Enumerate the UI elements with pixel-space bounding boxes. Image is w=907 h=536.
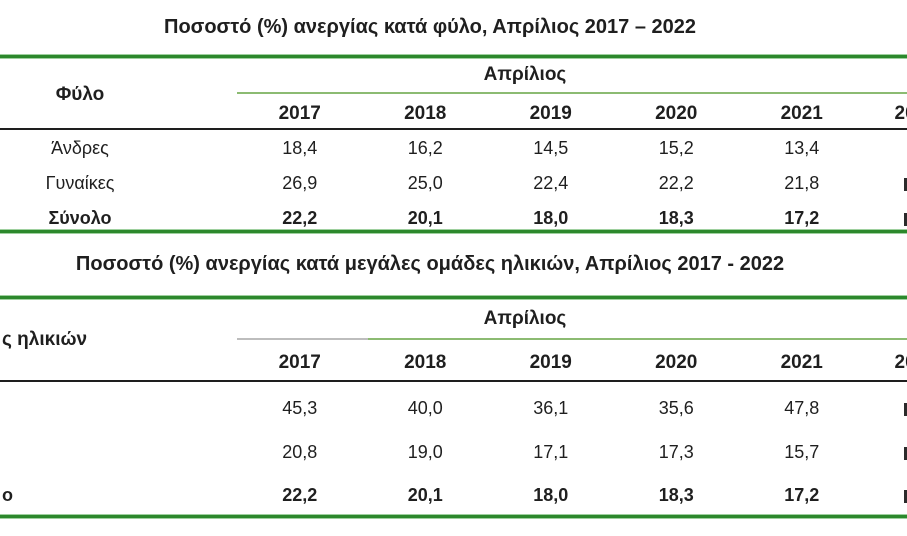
table2-year-2022-clipped: 2022 <box>894 352 907 373</box>
value-cell: 19,0 <box>407 442 443 462</box>
table2-year-2021: 2021 <box>780 352 823 373</box>
table2-label-header-clipped: ς ηλικιών <box>2 329 88 350</box>
table1-group-header: Απρίλιος <box>483 64 567 85</box>
value-cell: 22,2 <box>282 485 318 505</box>
table2-header-line <box>0 380 907 382</box>
clipped-digit-sliver <box>903 402 907 416</box>
table1-top-rule <box>0 54 907 59</box>
value-cell: 18,3 <box>658 485 694 505</box>
table2-bottom-rule <box>0 514 907 519</box>
clipped-digit-sliver <box>903 177 907 191</box>
table2-year-2020: 2020 <box>655 352 698 373</box>
table1-year-2017: 2017 <box>278 103 321 124</box>
table1-year-row: 2017 2018 2019 2020 2021 2022 <box>0 102 907 126</box>
value-cell-2022-clipped <box>865 480 907 510</box>
value-cell-2022-clipped <box>865 203 907 233</box>
value-cell: 17,1 <box>533 442 569 462</box>
table2-row-total: ο 22,2 20,1 18,0 18,3 17,2 <box>0 480 907 510</box>
value-cell: 15,2 <box>658 138 694 158</box>
table1-label-header-cell: Φύλο <box>0 84 237 106</box>
value-cell-2022-clipped <box>865 168 907 198</box>
value-cell-2022-clipped <box>865 393 907 423</box>
value-cell: 26,9 <box>282 173 318 193</box>
table2-year-2018: 2018 <box>404 352 447 373</box>
table2-group-underline-gray-segment <box>237 338 368 340</box>
table2-title: Ποσοστό (%) ανεργίας κατά μεγάλες ομάδες… <box>75 253 785 275</box>
table1-title: Ποσοστό (%) ανεργίας κατά φύλο, Απρίλιος… <box>164 16 696 38</box>
value-cell: 18,4 <box>282 138 318 158</box>
value-cell: 20,1 <box>407 208 443 228</box>
table1-row-women: Γυναίκες 26,9 25,0 22,4 22,2 21,8 <box>0 168 907 198</box>
table1-bottom-rule <box>0 229 907 234</box>
table2-group-underline <box>368 338 907 340</box>
value-cell: 16,2 <box>407 138 443 158</box>
table1-year-2018: 2018 <box>404 103 447 124</box>
table2-year-2017: 2017 <box>278 352 321 373</box>
table2-row-age1: 45,3 40,0 36,1 35,6 47,8 <box>0 393 907 423</box>
table2-row-total-label-clipped: ο <box>2 485 13 505</box>
value-cell: 21,8 <box>784 173 820 193</box>
table1-row-women-label: Γυναίκες <box>45 173 115 193</box>
table2-row-age2: 20,8 19,0 17,1 17,3 15,7 <box>0 437 907 467</box>
value-cell-2022-clipped <box>865 437 907 467</box>
table1-year-2021: 2021 <box>780 103 823 124</box>
value-cell: 22,2 <box>282 208 318 228</box>
value-cell: 20,8 <box>282 442 318 462</box>
value-cell: 25,0 <box>407 173 443 193</box>
table1-label-header: Φύλο <box>55 84 105 105</box>
table1-row-total: Σύνολο 22,2 20,1 18,0 18,3 17,2 <box>0 203 907 233</box>
value-cell: 17,2 <box>784 208 820 228</box>
value-cell: 18,0 <box>533 485 569 505</box>
table1-row-men-label: Άνδρες <box>51 138 109 158</box>
table1-group-underline <box>237 92 907 94</box>
value-cell: 13,4 <box>784 138 820 158</box>
value-cell: 17,3 <box>658 442 694 462</box>
table1-year-2020: 2020 <box>655 103 698 124</box>
clipped-digit-sliver <box>903 446 907 460</box>
table2-year-2019: 2019 <box>529 352 572 373</box>
table2-year-row: 2017 2018 2019 2020 2021 2022 <box>0 351 907 375</box>
table2-group-header: Απρίλιος <box>483 308 567 329</box>
value-cell: 18,0 <box>533 208 569 228</box>
table1-year-2022-clipped: 2022 <box>894 103 907 124</box>
value-cell: 17,2 <box>784 485 820 505</box>
value-cell: 40,0 <box>407 398 443 418</box>
value-cell: 45,3 <box>282 398 318 418</box>
value-cell: 15,7 <box>784 442 820 462</box>
value-cell: 14,5 <box>533 138 569 158</box>
clipped-digit-sliver <box>903 212 907 226</box>
table1-row-total-label: Σύνολο <box>48 208 112 228</box>
value-cell: 36,1 <box>533 398 569 418</box>
table1-row-men: Άνδρες 18,4 16,2 14,5 15,2 13,4 <box>0 133 907 163</box>
table2-top-rule <box>0 295 907 300</box>
value-cell: 20,1 <box>407 485 443 505</box>
value-cell: 18,3 <box>658 208 694 228</box>
table1-header-line <box>0 128 907 130</box>
clipped-digit-sliver <box>903 489 907 503</box>
value-cell: 22,2 <box>658 173 694 193</box>
value-cell: 47,8 <box>784 398 820 418</box>
value-cell: 35,6 <box>658 398 694 418</box>
value-cell: 22,4 <box>533 173 569 193</box>
table1-year-2019: 2019 <box>529 103 572 124</box>
